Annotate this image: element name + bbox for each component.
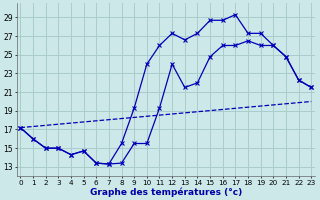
- X-axis label: Graphe des températures (°c): Graphe des températures (°c): [90, 187, 242, 197]
